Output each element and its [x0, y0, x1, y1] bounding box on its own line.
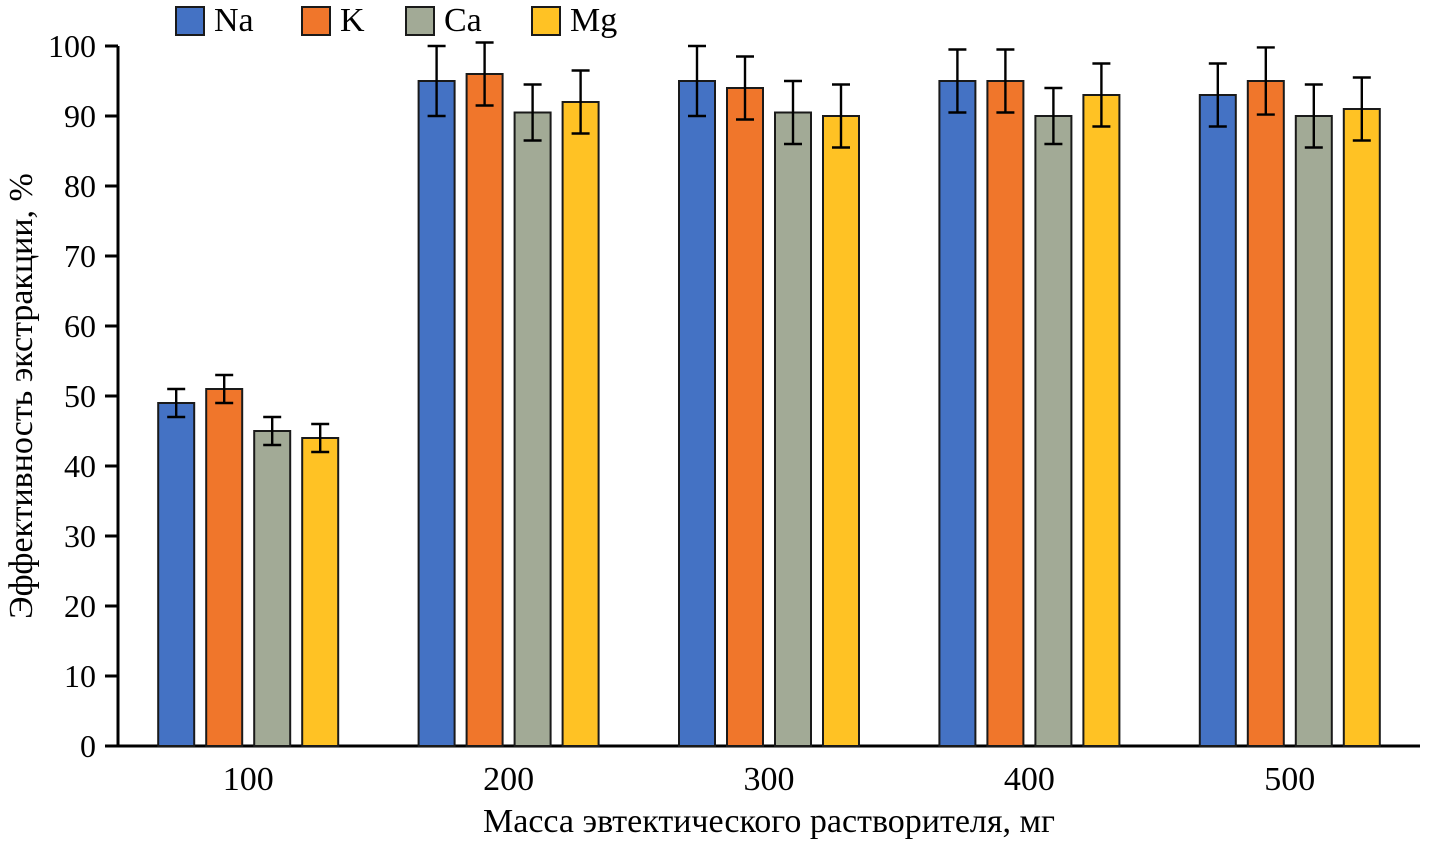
y-tick-label: 10: [64, 658, 96, 694]
bar-Ca-300: [774, 111, 812, 747]
bar-Ca-200: [513, 111, 552, 747]
x-tick-label: 100: [223, 761, 274, 798]
y-tick-label: 60: [64, 308, 96, 344]
legend-swatch-Mg: [531, 6, 561, 36]
y-axis-title: Эффективность экстракции, %: [3, 173, 40, 619]
bar-Na-400: [938, 80, 977, 747]
legend-label-Mg: Mg: [570, 2, 617, 39]
bar-Mg-400: [1082, 94, 1121, 747]
legend-swatch-Ca: [405, 6, 435, 36]
legend-swatch-K: [301, 6, 331, 36]
x-axis-title: Масса эвтектического растворителя, мг: [483, 803, 1055, 840]
y-tick-label: 80: [64, 168, 96, 204]
y-tick-label: 30: [64, 518, 96, 554]
bar-K-500: [1246, 80, 1285, 747]
bar-Mg-200: [561, 101, 600, 747]
y-tick-label: 0: [80, 728, 96, 764]
bar-Ca-400: [1034, 115, 1073, 747]
bar-Ca-500: [1294, 115, 1333, 747]
x-tick-label: 200: [483, 761, 534, 798]
x-tick-label: 300: [744, 761, 795, 798]
bar-Na-500: [1198, 94, 1237, 747]
bar-Na-300: [678, 80, 716, 747]
bar-K-200: [465, 73, 504, 747]
legend-swatch-Na: [175, 6, 205, 36]
bar-K-100: [205, 388, 244, 747]
legend-label-Na: Na: [214, 2, 254, 39]
y-tick-label: 20: [64, 588, 96, 624]
y-tick-label: 70: [64, 238, 96, 274]
chart-plot-area: 0 10 20 30 40 50 60 70 80 90 100 100 200 300 400 500 Na K…: [48, 2, 1420, 798]
bar-Mg-100: [301, 437, 340, 747]
bar-K-300: [726, 87, 764, 747]
bar-Ca-100: [253, 430, 292, 747]
y-tick-label: 50: [64, 378, 96, 414]
bar-Na-100: [157, 402, 196, 747]
bar-K-400: [986, 80, 1025, 747]
legend-label-K: K: [340, 2, 365, 39]
y-tick-label: 40: [64, 448, 96, 484]
x-tick-label: 400: [1004, 761, 1055, 798]
bar-Mg-500: [1342, 108, 1381, 747]
y-tick-label: 90: [64, 98, 96, 134]
bar-Mg-300: [822, 115, 860, 747]
y-tick-label: 100: [48, 28, 96, 64]
x-tick-label: 500: [1264, 761, 1315, 798]
legend-label-Ca: Ca: [444, 2, 482, 39]
bar-Na-200: [417, 80, 456, 747]
